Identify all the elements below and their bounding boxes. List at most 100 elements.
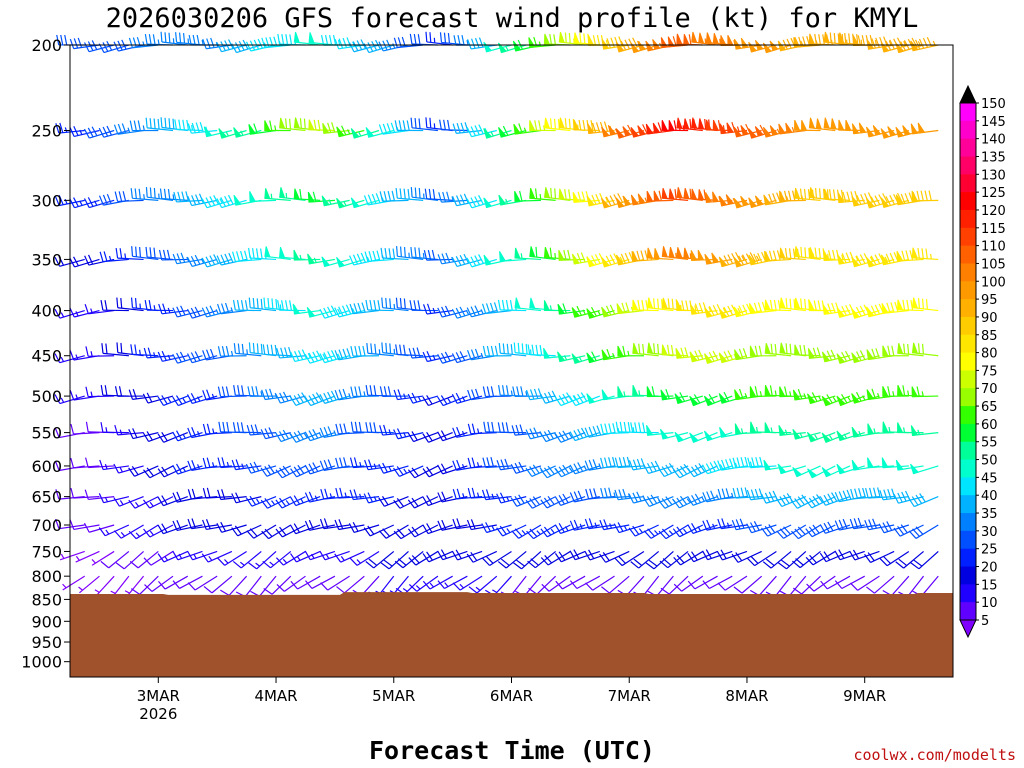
wind-barb xyxy=(763,191,792,206)
source-credit[interactable]: coolwx.com/modelts xyxy=(853,746,1016,764)
wind-barb xyxy=(381,297,409,312)
y-tick-label: 600 xyxy=(31,457,62,476)
colorbar-label: 110 xyxy=(981,240,1006,255)
wind-barb xyxy=(821,349,851,363)
wind-barb xyxy=(482,550,512,566)
wind-barb xyxy=(186,306,218,319)
wind-barb xyxy=(379,190,409,202)
wind-barb xyxy=(128,465,159,477)
wind-barb xyxy=(261,524,292,540)
colorbar-label: 20 xyxy=(981,561,998,576)
wind-barb xyxy=(380,247,409,261)
wind-barb xyxy=(822,302,851,315)
wind-barb xyxy=(245,38,277,52)
wind-barb xyxy=(630,422,659,434)
wind-barb xyxy=(245,461,277,474)
wind-barb xyxy=(98,493,130,504)
wind-barb xyxy=(630,550,660,569)
wind-barb xyxy=(334,388,365,401)
wind-barb xyxy=(246,524,277,539)
wind-barb xyxy=(808,300,836,312)
wind-barb xyxy=(59,550,85,561)
wind-barb xyxy=(422,550,453,563)
wind-barb xyxy=(85,386,115,398)
wind-barb xyxy=(348,521,380,533)
wind-barb xyxy=(321,256,350,268)
colorbar-label: 135 xyxy=(981,150,1006,165)
wind-barb xyxy=(794,119,821,132)
wind-barb xyxy=(175,32,203,46)
wind-barb xyxy=(85,346,115,357)
wind-barb xyxy=(599,550,630,563)
wind-barb xyxy=(131,246,159,261)
wind-barb xyxy=(114,386,144,397)
wind-barb xyxy=(836,463,865,475)
wind-barb xyxy=(100,550,130,569)
wind-barb xyxy=(527,344,556,357)
wind-barb xyxy=(231,524,262,537)
wind-barb xyxy=(263,575,292,595)
colorbar-label: 145 xyxy=(981,115,1006,130)
wind-barb xyxy=(336,197,365,209)
wind-barb xyxy=(749,575,777,597)
y-tick-label: 350 xyxy=(31,250,62,269)
wind-barb xyxy=(569,575,601,590)
wind-barb xyxy=(407,465,439,479)
x-tick-year-label: 2026 xyxy=(139,705,177,723)
wind-barb xyxy=(172,519,203,531)
colorbar-swatch xyxy=(960,602,976,621)
wind-barb xyxy=(749,345,777,357)
colorbar-swatch xyxy=(960,138,976,157)
colorbar-swatch xyxy=(960,281,976,300)
wind-barb xyxy=(616,302,645,315)
wind-barb xyxy=(497,422,527,434)
x-tick-label: 9MAR xyxy=(843,687,886,705)
wind-barb xyxy=(410,186,438,201)
wind-barb xyxy=(452,518,483,530)
colorbar-swatch xyxy=(960,423,976,443)
wind-barb xyxy=(526,524,556,540)
wind-barb xyxy=(600,253,630,268)
wind-barb xyxy=(645,121,674,135)
wind-barb xyxy=(70,487,100,499)
wind-barb xyxy=(172,575,203,589)
wind-barb xyxy=(407,392,439,404)
wind-barb xyxy=(675,347,703,359)
wind-barb xyxy=(380,550,409,570)
wind-barb xyxy=(866,303,895,318)
wind-barb xyxy=(248,247,277,261)
wind-barb xyxy=(305,575,336,589)
wind-barb xyxy=(260,496,292,509)
wind-barb xyxy=(115,550,144,570)
wind-barb xyxy=(292,303,321,315)
wind-barb xyxy=(555,575,586,590)
wind-barb xyxy=(760,490,792,504)
wind-barb xyxy=(836,393,865,407)
wind-barb xyxy=(823,188,851,201)
colorbar-swatch xyxy=(960,352,976,371)
wind-barb xyxy=(893,490,924,504)
wind-barb xyxy=(467,423,497,435)
wind-barb xyxy=(248,297,277,312)
wind-barb xyxy=(78,575,100,594)
wind-barb xyxy=(792,428,821,440)
wind-barb xyxy=(319,390,350,404)
wind-barb xyxy=(808,187,836,201)
colorbar-swatch xyxy=(960,316,976,336)
wind-barb xyxy=(393,496,424,509)
wind-barb xyxy=(142,392,174,404)
wind-barb xyxy=(529,246,556,261)
wind-barb xyxy=(628,524,659,537)
wind-barb xyxy=(437,491,468,503)
wind-barb xyxy=(336,125,365,138)
wind-barb xyxy=(378,462,409,474)
wind-barb xyxy=(467,37,497,50)
wind-barb xyxy=(661,187,689,201)
wind-barb xyxy=(307,191,335,203)
wind-barb xyxy=(554,550,586,563)
wind-barb xyxy=(334,304,365,318)
wind-barb xyxy=(116,297,144,312)
wind-barb xyxy=(363,193,394,206)
colorbar-swatch xyxy=(960,156,976,175)
